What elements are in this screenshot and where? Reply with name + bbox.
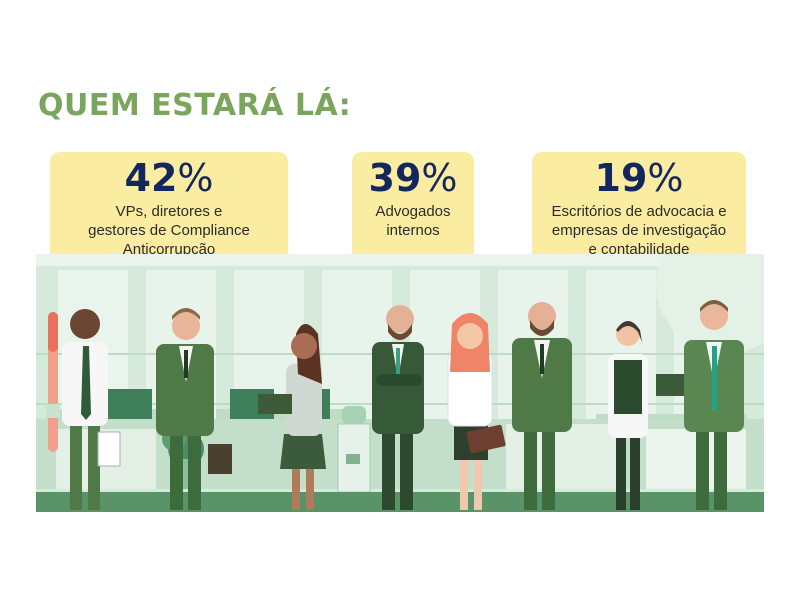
- stat-percentage: 39%: [352, 158, 474, 198]
- office-illustration: [36, 254, 764, 512]
- stat-unit: %: [421, 156, 458, 200]
- stat-number: 39: [368, 156, 422, 200]
- stat-unit: %: [177, 156, 214, 200]
- stat-percentage: 19%: [532, 158, 746, 198]
- stat-description: Advogados internos: [375, 203, 451, 239]
- stat-description: VPs, diretores e gestores de Compliance …: [88, 203, 250, 258]
- stat-card-lawyers: 39% Advogados internos: [352, 152, 474, 262]
- stat-description: Escritórios de advocacia e empresas de i…: [551, 203, 727, 258]
- section-heading: QUEM ESTARÁ LÁ:: [38, 88, 352, 123]
- stat-card-vps: 42% VPs, diretores e gestores de Complia…: [50, 152, 288, 264]
- stat-number: 19: [594, 156, 648, 200]
- stat-number: 42: [124, 156, 178, 200]
- stat-card-firms: 19% Escritórios de advocacia e empresas …: [532, 152, 746, 264]
- stat-percentage: 42%: [50, 158, 288, 198]
- stat-unit: %: [647, 156, 684, 200]
